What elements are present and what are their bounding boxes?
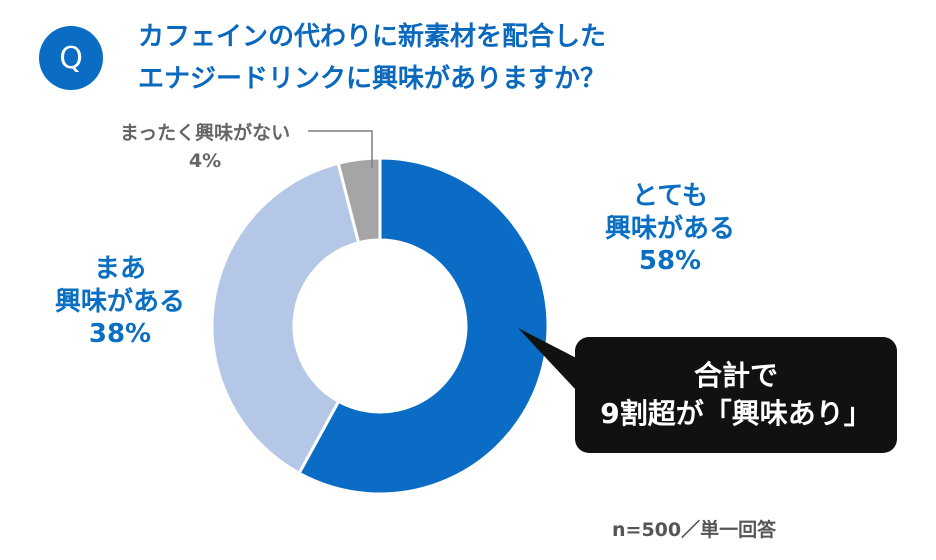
callout-line1: 合計で (693, 359, 778, 393)
label-somewhat-interested: まあ 興味がある 38% (40, 253, 200, 351)
slice-not-interested (336, 156, 382, 245)
callout-line2: 9割超が「興味あり」 (600, 397, 872, 430)
label-not-interested-line1: まったく興味がない (119, 122, 291, 144)
slice-somewhat-interested (210, 161, 361, 476)
slice-very-interested (297, 156, 550, 496)
label-very-interested-line2: 興味がある (604, 213, 735, 244)
question-letter: Q (59, 40, 83, 76)
sample-note: n=500／単一回答 (612, 519, 777, 541)
label-somewhat-interested-line2: 興味がある (54, 286, 185, 317)
label-very-interested-value: 58% (638, 246, 702, 276)
label-very-interested: とても 興味がある 58% (590, 180, 750, 278)
label-very-interested-line1: とても (632, 181, 708, 211)
label-not-interested-value: 4% (188, 149, 222, 172)
label-not-interested: まったく興味がない 4% (105, 120, 305, 175)
question-title-line2: エナジードリンクに興味がありますか？ (138, 64, 607, 94)
question-badge: Q (39, 26, 103, 90)
summary-callout: 合計で 9割超が「興味あり」 (575, 337, 897, 453)
callout-pointer-shape (518, 328, 590, 405)
not-interested-leader-line (308, 130, 373, 168)
label-somewhat-interested-value: 38% (88, 319, 152, 349)
question-title-line1: カフェインの代わりに新素材を配合した (138, 22, 607, 52)
label-somewhat-interested-line1: まあ (93, 254, 146, 284)
